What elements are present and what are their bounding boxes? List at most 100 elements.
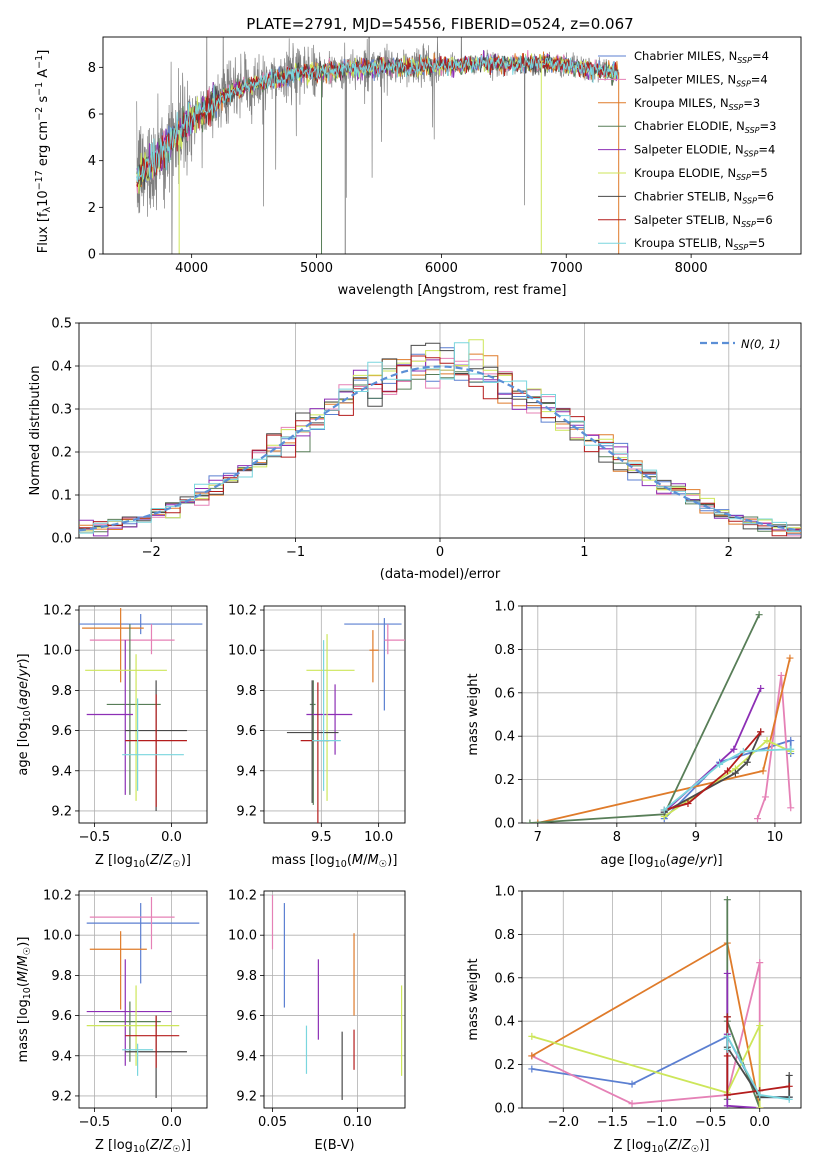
plot-frame [521,890,802,1109]
label-part: age [log [16,722,31,775]
y-tick-label: 9.4 [236,764,257,779]
label-part: / [695,853,700,868]
label-part: 10 [335,859,347,870]
label-part: ( [347,853,352,868]
y-tick-label: 9.6 [51,724,72,739]
legend-label-tail: =6 [756,213,773,227]
y-tick-label: 10.0 [228,929,257,944]
model-spectrum-salpeter_stelib [136,53,619,187]
label-part: −1 [34,82,45,96]
label-part: Z [149,1138,160,1153]
legend-label-main: Chabrier ELODIE, N [634,119,745,133]
x-axis-label: Z [log10(Z/Z☉)] [95,853,191,870]
label-part: )] [387,853,397,868]
series-marker-salpeter_elodie [723,1102,731,1108]
x-tick-label: −0.5 [79,1115,111,1130]
label-part: 10 [654,859,666,870]
y-tick-label: 9.2 [51,804,72,819]
y-tick-label: 9.2 [51,1089,72,1104]
series-marker-kroupa_elodie [756,1104,764,1108]
y-tick-label: 9.2 [236,804,257,819]
y-tick-label: 0.8 [494,928,515,943]
x-tick-label: 7 [534,830,542,845]
series-marker-kroupa_stelib [723,1045,731,1053]
series-marker-salpeter_stelib [723,1091,731,1099]
y-tick-label: 1.0 [494,885,515,900]
series-line-kroupa_elodie [531,1025,761,1108]
label-part: Z [log [614,1138,652,1153]
plot-frame [521,605,802,824]
label-part: ( [145,853,150,868]
y-tick-label: 9.2 [236,1089,257,1104]
x-tick-label: −0.5 [79,830,111,845]
label-part: yr [698,853,714,868]
y-tick-label: 9.8 [236,969,257,984]
series-marker-chabrier_elodie [526,819,534,823]
label-part: )] [699,1138,709,1153]
label-part: E(B-V) [314,1138,354,1153]
x-tick-label: 2 [725,545,733,560]
errorbar-area [286,618,405,823]
series-line-kroupa_miles [537,657,791,823]
label-part: −1 [34,55,45,69]
x-tick-label: −1.5 [597,1115,629,1130]
errorbar-area [86,897,200,1098]
y-tick-label: 0.2 [51,446,72,461]
label-part: / [159,1138,164,1153]
y-tick-label: 10.2 [228,889,257,904]
series-marker-kroupa_miles [528,1052,536,1060]
label-part: ( [664,1138,669,1153]
series-marker-salpeter_miles [628,1100,636,1108]
legend-label-tail: =3 [743,96,760,110]
label-part: ( [16,982,31,987]
label-part: 10 [36,190,51,207]
normal-curve [79,365,801,532]
label-part: 10 [22,987,33,999]
y-tick-label: 9.4 [236,1049,257,1064]
y-tick-label: 9.8 [51,969,72,984]
series-marker-salpeter_miles [777,671,785,679]
series-marker-kroupa_stelib [716,760,724,768]
series-marker-kroupa_elodie [756,1022,764,1030]
series-line-salpeter_miles [531,962,761,1105]
series-marker-salpeter_miles [754,815,762,823]
series-marker-salpeter_elodie [730,745,738,753]
legend-label-main: Kroupa MILES, N [634,96,729,110]
y-tick-label: 10.2 [43,604,72,619]
legend-label: Salpeter STELIB, NSSP=6 [634,213,773,229]
series-line-kroupa_stelib [663,748,791,811]
plot-frame [78,322,802,539]
label-part: −2 [34,107,45,121]
legend-label-sub: SSP [736,173,751,182]
series-marker-salpeter_stelib [723,767,731,775]
label-part: )] [16,937,31,947]
legend-label: Kroupa STELIB, NSSP=5 [634,236,765,252]
spectrum-plot-area [136,37,620,254]
label-part: ☉ [172,1144,181,1155]
series-marker-chabrier_miles [528,1065,536,1073]
x-tick-label: −2 [142,545,161,560]
y-tick-label: 0.4 [51,360,72,375]
legend-label-main: Chabrier STELIB, N [634,189,742,203]
x-tick-label: 7000 [550,261,583,276]
panel-massweight-vs-Z: −2.0 −1.5 −1.0 −0.5 0.0 0.0 0.2 0.4 0.6 0.8 1.0 Z [… [466,885,802,1155]
series-line-kroupa_miles [531,941,761,1108]
label-part: Z [log [95,1138,133,1153]
x-axis-label: Z [log10(Z/Z☉)] [614,1138,710,1155]
label-part: Z [162,853,173,868]
label-part: ☉ [172,859,181,870]
y-axis-label: mass weight [466,958,481,1040]
legend-label-tail: =6 [757,189,774,203]
legend-label: Chabrier STELIB, NSSP=6 [634,189,774,205]
y-tick-label: 0.8 [494,643,515,658]
figure-title: PLATE=2791, MJD=54556, FIBERID=0524, z=0… [246,15,633,33]
y-tick-label: 0.5 [51,317,72,332]
legend-label-main: Salpeter ELODIE, N [634,143,744,157]
y-tick-label: 0.2 [494,773,515,788]
label-part: / [16,966,31,971]
y-tick-label: 0.0 [51,532,72,547]
label-part: 10 [651,1144,663,1155]
x-tick-label: 9 [692,830,700,845]
series-marker-salpeter_stelib [757,728,765,736]
